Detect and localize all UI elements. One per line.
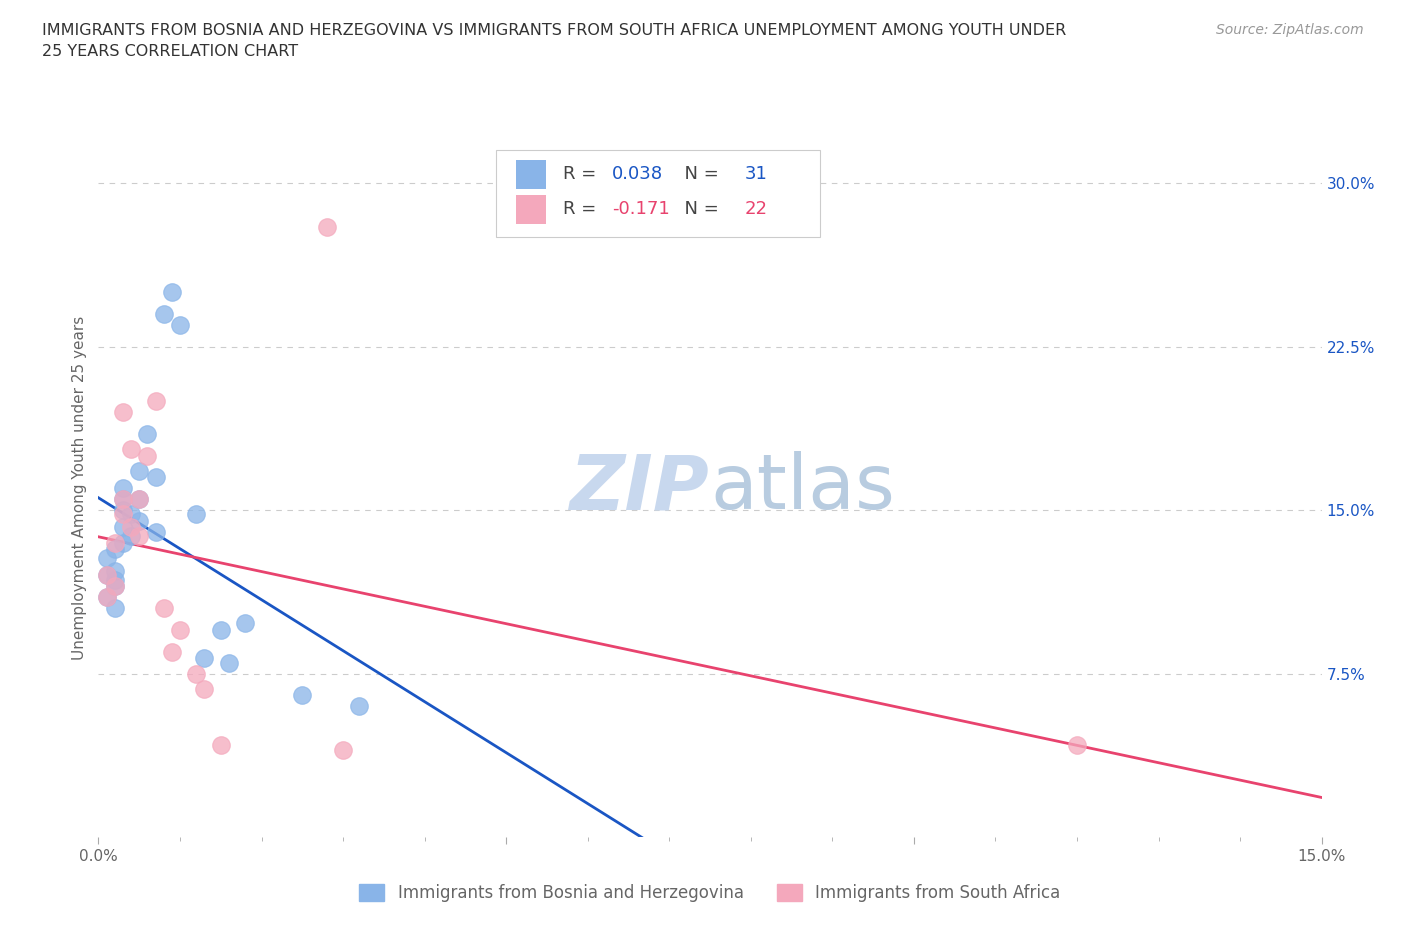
Point xyxy=(291,688,314,703)
FancyBboxPatch shape xyxy=(496,150,820,237)
Point xyxy=(111,502,134,517)
Point xyxy=(104,564,127,578)
Point xyxy=(111,520,134,535)
Point xyxy=(152,307,174,322)
Text: 0.038: 0.038 xyxy=(612,166,664,183)
Point xyxy=(136,448,159,463)
Point xyxy=(104,542,127,557)
Point xyxy=(120,442,142,457)
Point xyxy=(104,578,127,593)
Text: 25 YEARS CORRELATION CHART: 25 YEARS CORRELATION CHART xyxy=(42,44,298,59)
Point xyxy=(128,529,150,544)
Point xyxy=(145,470,167,485)
Point xyxy=(209,622,232,637)
Text: ZIP: ZIP xyxy=(571,451,710,525)
Point xyxy=(120,529,142,544)
Point xyxy=(218,656,240,671)
Text: atlas: atlas xyxy=(710,451,894,525)
Point xyxy=(111,481,134,496)
Point xyxy=(145,393,167,408)
Point xyxy=(193,682,215,697)
Point xyxy=(169,622,191,637)
Text: N =: N = xyxy=(673,200,725,219)
Point xyxy=(104,601,127,616)
Point xyxy=(128,492,150,507)
Point xyxy=(120,520,142,535)
Point xyxy=(186,507,208,522)
Point xyxy=(128,513,150,528)
Point xyxy=(152,601,174,616)
Point xyxy=(209,738,232,753)
Point xyxy=(315,219,337,234)
Point xyxy=(104,536,127,551)
Point xyxy=(96,551,118,565)
Point xyxy=(104,572,127,587)
FancyBboxPatch shape xyxy=(516,194,546,224)
Point xyxy=(96,568,118,583)
Text: R =: R = xyxy=(564,200,602,219)
Point xyxy=(111,405,134,419)
Point xyxy=(96,568,118,583)
Point xyxy=(193,651,215,666)
Point xyxy=(1066,738,1088,753)
Point xyxy=(128,463,150,478)
Text: IMMIGRANTS FROM BOSNIA AND HERZEGOVINA VS IMMIGRANTS FROM SOUTH AFRICA UNEMPLOYM: IMMIGRANTS FROM BOSNIA AND HERZEGOVINA V… xyxy=(42,23,1066,38)
Point xyxy=(96,590,118,604)
Point xyxy=(160,285,183,299)
Text: N =: N = xyxy=(673,166,725,183)
Point xyxy=(111,536,134,551)
Point xyxy=(186,666,208,681)
Text: 22: 22 xyxy=(744,200,768,219)
Point xyxy=(233,616,256,631)
Point xyxy=(111,492,134,507)
Legend: Immigrants from Bosnia and Herzegovina, Immigrants from South Africa: Immigrants from Bosnia and Herzegovina, … xyxy=(353,877,1067,909)
Text: 31: 31 xyxy=(744,166,768,183)
Point xyxy=(96,590,118,604)
Point xyxy=(111,492,134,507)
Text: -0.171: -0.171 xyxy=(612,200,669,219)
Point xyxy=(136,426,159,441)
Point xyxy=(349,698,371,713)
Point xyxy=(104,578,127,593)
Point xyxy=(169,317,191,332)
Point xyxy=(120,507,142,522)
Point xyxy=(160,644,183,659)
Point xyxy=(145,525,167,539)
FancyBboxPatch shape xyxy=(516,160,546,189)
Point xyxy=(332,742,354,757)
Text: Source: ZipAtlas.com: Source: ZipAtlas.com xyxy=(1216,23,1364,37)
Y-axis label: Unemployment Among Youth under 25 years: Unemployment Among Youth under 25 years xyxy=(72,316,87,660)
Point xyxy=(111,507,134,522)
Text: R =: R = xyxy=(564,166,602,183)
Point xyxy=(128,492,150,507)
